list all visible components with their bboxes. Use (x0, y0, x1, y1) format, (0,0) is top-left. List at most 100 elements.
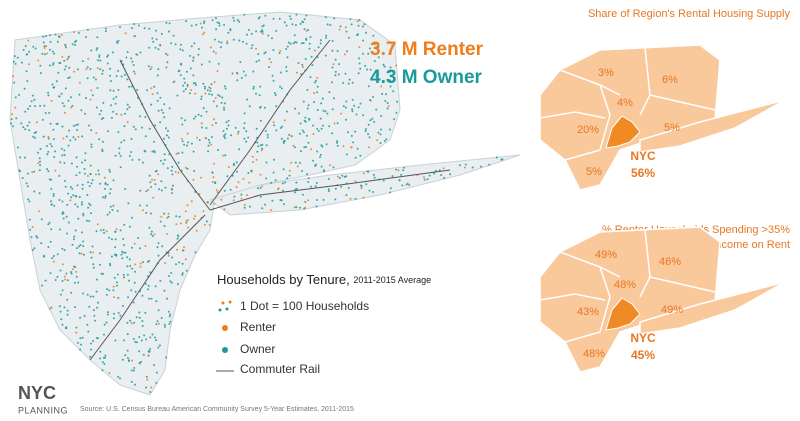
household-dot (52, 195, 55, 197)
household-dot (126, 78, 129, 81)
household-dot (331, 66, 334, 69)
household-dot (246, 98, 249, 101)
household-dot (88, 202, 91, 205)
household-dot (184, 166, 187, 169)
household-dot (50, 228, 53, 231)
household-dot (35, 131, 38, 134)
household-dot (255, 30, 258, 33)
household-dot (270, 209, 273, 211)
household-dot (377, 131, 380, 134)
household-dot (53, 204, 56, 207)
household-dot (124, 112, 126, 115)
household-dot (200, 176, 202, 179)
household-dot (348, 78, 351, 81)
household-dot (306, 88, 309, 91)
household-dot (153, 150, 156, 152)
household-dot (146, 89, 149, 92)
household-dot (307, 141, 310, 144)
household-dot (64, 87, 67, 90)
household-dot (75, 124, 78, 127)
household-dot (322, 124, 324, 127)
household-dot (192, 74, 195, 77)
household-dot (316, 85, 319, 88)
household-dot (150, 103, 153, 106)
household-dot (159, 96, 162, 99)
household-dot (106, 313, 109, 316)
household-dot (89, 68, 92, 70)
household-dot (245, 130, 248, 133)
household-dot (223, 108, 226, 111)
household-dot (234, 126, 237, 129)
household-dot (319, 117, 322, 120)
household-dot (61, 263, 64, 266)
household-dot (208, 141, 211, 144)
household-dot (133, 321, 136, 324)
household-dot (148, 127, 151, 130)
household-dot (354, 156, 357, 159)
household-dot (76, 165, 79, 168)
household-dot (225, 121, 228, 124)
household-dot (63, 149, 66, 152)
household-dot (194, 215, 197, 218)
household-dot (167, 254, 170, 257)
household-dot (133, 242, 136, 245)
household-dot (311, 64, 314, 67)
household-dot (52, 193, 55, 195)
household-dot (81, 60, 84, 63)
household-dot (39, 148, 42, 150)
household-dot (157, 346, 160, 349)
household-dot (354, 130, 357, 133)
household-dot (379, 133, 382, 136)
household-dot (83, 167, 86, 170)
household-dot (115, 228, 118, 231)
household-dot (145, 211, 148, 214)
household-dot (165, 134, 168, 137)
household-dot (95, 106, 98, 109)
household-dot (50, 203, 53, 206)
household-dot (319, 156, 321, 159)
household-dot (86, 219, 88, 222)
household-dot (96, 59, 99, 62)
household-dot (23, 87, 26, 90)
household-dot (181, 272, 184, 275)
household-dot (232, 38, 235, 41)
household-dot (158, 344, 161, 347)
household-dot (70, 272, 73, 275)
legend-title: Households by Tenure, 2011-2015 Average (217, 272, 431, 287)
household-dot (212, 176, 215, 179)
household-dot (373, 60, 376, 62)
household-dot (64, 111, 66, 114)
household-dot (218, 95, 221, 98)
household-dot (39, 104, 42, 107)
household-dot (39, 160, 41, 163)
household-dot (242, 40, 244, 43)
household-dot (31, 225, 34, 228)
household-dot (49, 40, 52, 43)
household-dot (428, 174, 431, 177)
household-dot (163, 212, 166, 215)
household-dot (334, 70, 337, 73)
household-dot (37, 151, 39, 154)
household-dot (12, 75, 15, 78)
household-dot (45, 45, 48, 48)
household-dot (279, 85, 282, 88)
inset-map: Share of Region's Rental Housing Supply 3… (539, 8, 790, 191)
household-dot (134, 290, 137, 293)
household-dot (112, 317, 115, 320)
household-dot (211, 93, 214, 96)
household-dot (345, 153, 348, 156)
household-dot (255, 47, 258, 50)
household-dot (307, 177, 310, 180)
household-dot (227, 31, 230, 34)
household-dot (347, 186, 350, 189)
household-dot (13, 81, 16, 84)
household-dot (80, 201, 83, 204)
household-dot (66, 203, 69, 206)
household-dot (197, 113, 200, 116)
household-dot (284, 181, 286, 184)
household-dot (65, 327, 68, 330)
household-dot (101, 72, 104, 75)
household-dot (336, 175, 339, 178)
legend-item: Commuter Rail (240, 362, 320, 376)
household-dot (144, 311, 147, 314)
